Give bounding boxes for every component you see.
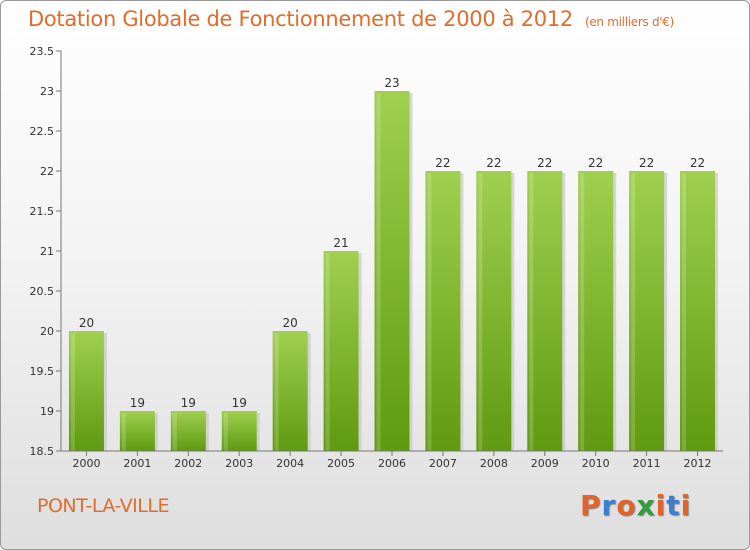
bar-2009[interactable] bbox=[527, 171, 563, 451]
y-tick-label: 20 bbox=[40, 325, 54, 338]
x-tick-label: 2002 bbox=[174, 457, 202, 470]
bar-highlight bbox=[121, 413, 126, 451]
x-tick-label: 2010 bbox=[582, 457, 610, 470]
y-tick-label: 21 bbox=[40, 245, 54, 258]
y-axis: 18.5 19 19.5 20 20.5 21 21.5 22 22.5 23 23.5 bbox=[30, 45, 62, 458]
bar-highlight bbox=[427, 173, 432, 451]
chart-unit: (en milliers d'€) bbox=[584, 15, 674, 29]
x-tick-label: 2008 bbox=[480, 457, 508, 470]
y-tick-label: 21.5 bbox=[30, 205, 55, 218]
bar-value-label: 22 bbox=[639, 156, 654, 170]
logo-letter: P bbox=[580, 489, 602, 522]
bar-2012[interactable] bbox=[680, 171, 716, 451]
bar-highlight bbox=[274, 333, 279, 451]
bar-2001[interactable] bbox=[119, 411, 155, 451]
chart-title: Dotation Globale de Fonctionnement de 20… bbox=[28, 7, 728, 31]
bar-value-label: 23 bbox=[384, 76, 399, 90]
bar-highlight bbox=[478, 173, 483, 451]
bar-2002[interactable] bbox=[170, 411, 206, 451]
x-tick-label: 2005 bbox=[327, 457, 355, 470]
bar-2004[interactable] bbox=[272, 331, 308, 451]
y-tick-label: 18.5 bbox=[30, 445, 55, 458]
bar-2011[interactable] bbox=[629, 171, 665, 451]
y-tick-label: 19.5 bbox=[30, 365, 55, 378]
bar-2005[interactable] bbox=[323, 251, 359, 451]
logo-letter: o bbox=[616, 489, 637, 522]
bar-highlight bbox=[223, 413, 228, 451]
bar-value-label: 22 bbox=[435, 156, 450, 170]
x-tick-label: 2007 bbox=[429, 457, 457, 470]
bar-2008[interactable] bbox=[476, 171, 512, 451]
y-tick-label: 20.5 bbox=[30, 285, 55, 298]
bar-highlight bbox=[325, 253, 330, 451]
bar-value-label: 22 bbox=[690, 156, 705, 170]
logo-letter: i bbox=[655, 489, 667, 522]
commune-name: PONT-LA-VILLE bbox=[37, 495, 169, 517]
bar-highlight bbox=[631, 173, 636, 451]
bar-value-label: 20 bbox=[283, 316, 298, 330]
x-tick-label: 2011 bbox=[633, 457, 661, 470]
chart-title-text: Dotation Globale de Fonctionnement de 20… bbox=[28, 7, 573, 31]
y-tick-label: 19 bbox=[40, 405, 54, 418]
x-tick-label: 2012 bbox=[684, 457, 712, 470]
bar-value-label: 22 bbox=[486, 156, 501, 170]
bar-highlight bbox=[580, 173, 585, 451]
bar-highlight bbox=[376, 93, 381, 451]
bar-value-label: 20 bbox=[79, 316, 94, 330]
bar-value-label: 19 bbox=[130, 396, 145, 410]
logo-letter: x bbox=[636, 489, 656, 522]
x-tick-label: 2006 bbox=[378, 457, 406, 470]
bar-2003[interactable] bbox=[221, 411, 257, 451]
bar-highlight bbox=[70, 333, 75, 451]
y-tick-label: 22.5 bbox=[30, 125, 55, 138]
y-tick-label: 23.5 bbox=[30, 45, 55, 58]
bar-2007[interactable] bbox=[425, 171, 461, 451]
x-axis: 2000 2001 2002 2003 2004 2005 2006 2007 2008 2009… bbox=[61, 450, 723, 470]
y-tick-label: 22 bbox=[40, 165, 54, 178]
proxiti-logo[interactable]: Proxiti bbox=[580, 489, 691, 522]
y-tick-label: 23 bbox=[40, 85, 54, 98]
bar-highlight bbox=[172, 413, 177, 451]
bar-2006[interactable] bbox=[374, 91, 410, 451]
x-tick-label: 2003 bbox=[225, 457, 253, 470]
logo-letter: r bbox=[601, 489, 617, 522]
x-tick-label: 2004 bbox=[276, 457, 304, 470]
x-tick-label: 2009 bbox=[531, 457, 559, 470]
bar-value-label: 21 bbox=[333, 236, 348, 250]
bar-value-label: 19 bbox=[181, 396, 196, 410]
x-tick-label: 2000 bbox=[72, 457, 100, 470]
bar-highlight bbox=[682, 173, 687, 451]
bar-value-label: 19 bbox=[232, 396, 247, 410]
bars: 20 19 19 19 20 21 23 22 22 22 22 22 22 bbox=[68, 76, 719, 451]
bar-value-label: 22 bbox=[588, 156, 603, 170]
logo-letter: t bbox=[666, 489, 681, 522]
bar-highlight bbox=[529, 173, 534, 451]
bar-2000[interactable] bbox=[68, 331, 104, 451]
logo-letter: i bbox=[680, 489, 692, 522]
x-tick-label: 2001 bbox=[123, 457, 151, 470]
bar-2010[interactable] bbox=[578, 171, 614, 451]
bar-value-label: 22 bbox=[537, 156, 552, 170]
